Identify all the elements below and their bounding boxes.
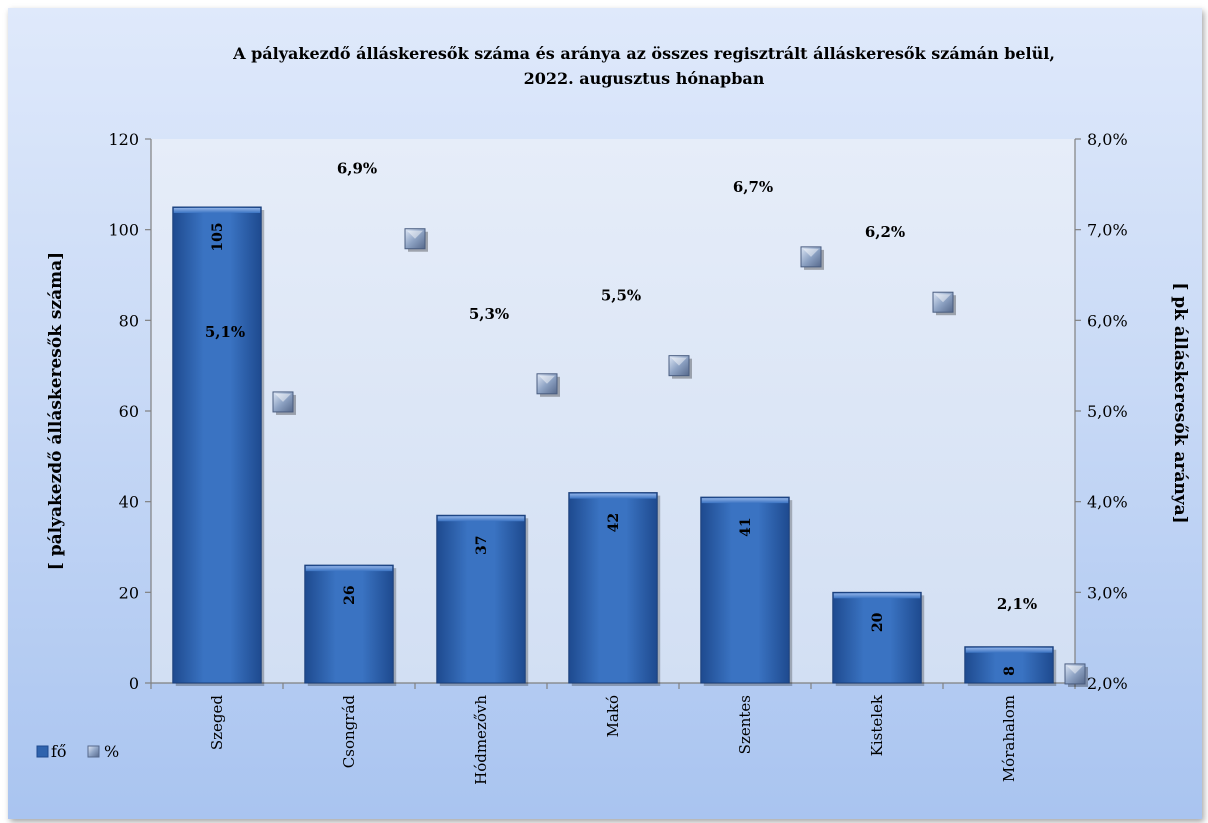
chart-subtitle: 2022. augusztus hónapban: [524, 69, 765, 88]
left-tick-label: 80: [119, 311, 139, 330]
percent-marker-bevel: [1067, 665, 1083, 674]
left-tick-label: 60: [119, 402, 139, 421]
percent-value-label: 5,1%: [205, 323, 245, 341]
right-axis-title: [ pk álláskeresők aránya]: [1170, 282, 1190, 523]
right-tick-label: 5,0%: [1087, 402, 1128, 421]
percent-value-label: 2,1%: [997, 595, 1037, 613]
bar-highlight: [833, 593, 921, 599]
percent-value-label: 6,9%: [337, 160, 377, 178]
right-tick-label: 3,0%: [1087, 583, 1128, 602]
left-axis-title: [ pályakezdő álláskeresők száma]: [46, 252, 66, 570]
legend-swatch-pct: [87, 745, 100, 758]
bar: [172, 206, 262, 684]
category-label: Szentes: [736, 695, 754, 754]
bar-value-label: 37: [474, 536, 490, 555]
category-label: Csongrád: [340, 695, 358, 769]
bar-highlight: [437, 516, 525, 522]
left-tick-label: 40: [119, 493, 139, 512]
bar-value-label: 105: [210, 222, 226, 251]
bar: [832, 591, 922, 684]
percent-marker: [272, 391, 294, 413]
legend: fő %: [36, 742, 119, 761]
bar: [436, 514, 526, 684]
percent-value-label: 5,3%: [469, 305, 509, 323]
bar: [700, 496, 790, 684]
percent-value-label: 6,2%: [865, 223, 905, 241]
bar-value-label: 26: [342, 585, 358, 604]
bar-highlight: [173, 208, 261, 213]
percent-series: [272, 228, 1088, 687]
right-tick-label: 6,0%: [1087, 311, 1128, 330]
bar-value-label: 42: [606, 513, 622, 532]
left-axis-ticks: 0 20 40 60 80 100 120: [108, 130, 151, 693]
percent-marker: [668, 355, 690, 377]
category-label: Hódmezővh: [472, 695, 490, 785]
bar-value-label: 20: [870, 612, 886, 632]
bar-highlight: [305, 566, 393, 572]
percent-marker-bevel: [935, 294, 951, 303]
chart-title: A pályakezdő álláskeresők száma és arány…: [232, 44, 1055, 63]
bar-series: [172, 206, 1057, 686]
category-label: Mórahalom: [1000, 695, 1018, 782]
bar-value-labels: 105 26 37 42 41 20 8: [210, 222, 1018, 675]
percent-value-label: 6,7%: [733, 178, 773, 196]
left-tick-label: 100: [108, 221, 139, 240]
legend-swatch-fo: [36, 745, 49, 758]
chart-svg: A pályakezdő álláskeresők száma és arány…: [36, 44, 1190, 785]
bar: [964, 646, 1054, 684]
right-tick-label: 8,0%: [1087, 130, 1128, 149]
bar-highlight: [965, 647, 1053, 653]
legend-label-fo: fő: [51, 742, 67, 761]
right-tick-label: 7,0%: [1087, 221, 1128, 240]
bar-highlight: [569, 493, 657, 499]
chart-area: A pályakezdő álláskeresők száma és arány…: [8, 8, 1202, 819]
right-tick-label: 2,0%: [1087, 674, 1128, 693]
bar-highlight: [701, 498, 789, 504]
category-label: Szeged: [208, 695, 226, 751]
left-tick-label: 20: [119, 583, 139, 602]
right-axis-ticks: 2,0% 3,0% 4,0% 5,0% 6,0% 7,0% 8,0%: [1075, 130, 1128, 693]
bar: [304, 564, 394, 684]
percent-marker: [800, 246, 822, 268]
bar-value-label: 41: [738, 517, 754, 536]
bar: [568, 492, 658, 684]
percent-marker-bevel: [671, 357, 687, 366]
right-tick-label: 4,0%: [1087, 493, 1128, 512]
percent-marker-bevel: [275, 393, 291, 402]
percent-marker-bevel: [803, 248, 819, 257]
left-tick-label: 0: [129, 674, 139, 693]
percent-value-labels: 5,1% 6,9% 5,3% 5,5% 6,7% 6,2% 2,1%: [205, 160, 1037, 613]
percent-marker-bevel: [407, 230, 423, 239]
percent-value-label: 5,5%: [601, 287, 641, 305]
x-axis-ticks: [150, 683, 1076, 689]
category-labels: Szeged Csongrád Hódmezővh Makó Szentes Kistel…: [208, 694, 1018, 785]
percent-marker: [1064, 663, 1086, 685]
percent-marker: [932, 291, 954, 313]
legend-label-pct: %: [104, 742, 119, 761]
left-tick-label: 120: [108, 130, 139, 149]
category-label: Kistelek: [868, 694, 886, 756]
percent-marker: [404, 228, 426, 250]
category-label: Makó: [604, 695, 622, 737]
percent-marker-bevel: [539, 375, 555, 384]
bar-value-label: 8: [1002, 666, 1018, 676]
percent-marker: [536, 373, 558, 395]
